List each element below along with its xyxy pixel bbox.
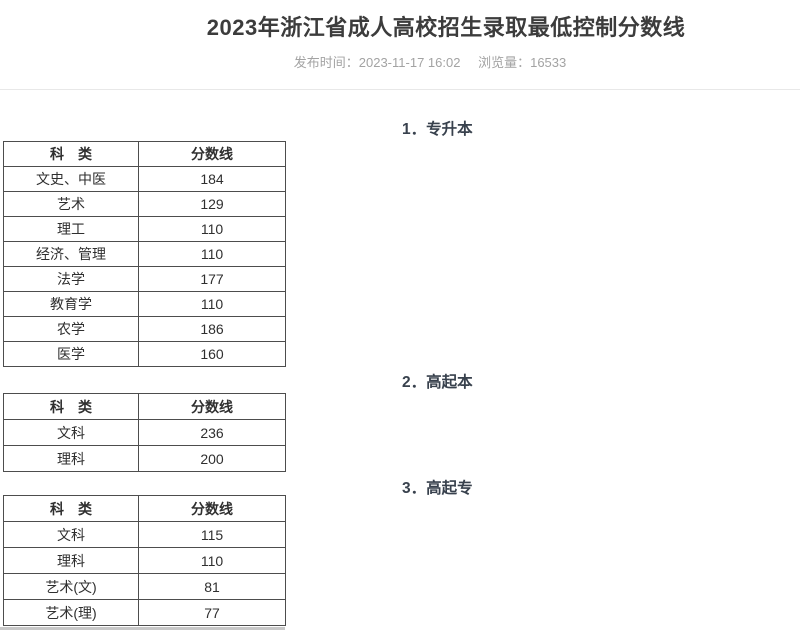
category-cell: 农学 [3,316,139,342]
score-cell: 186 [138,316,286,342]
table-row: 文科 115 [3,521,286,548]
score-table-gaoqizhuan: 科 类 分数线 文科 115 理科 110 艺术(文) 81 艺术(理) 77 [3,495,286,626]
category-cell: 文史、中医 [3,166,139,192]
category-cell: 理工 [3,216,139,242]
table-row: 理科 110 [3,547,286,574]
category-cell: 文科 [3,419,139,446]
category-cell: 教育学 [3,291,139,317]
column-header-scoreline: 分数线 [138,495,286,522]
table-header-row: 科 类 分数线 [3,495,286,522]
table-row: 医学 160 [3,341,286,367]
table-bottom-shadow [0,627,285,630]
view-count-value: 16533 [530,55,567,70]
score-cell: 77 [138,599,286,626]
publish-time-value: 2023-11-17 16:02 [358,55,461,70]
article-meta: 发布时间：2023-11-17 16:02 浏览量：16533 [294,52,567,71]
score-cell: 129 [138,191,286,217]
section-heading-zhuanshengben: 1．专升本 [402,121,473,138]
score-cell: 160 [138,341,286,367]
category-cell: 经济、管理 [3,241,139,267]
category-cell: 医学 [3,341,139,367]
score-cell: 184 [138,166,286,192]
score-cell: 110 [138,216,286,242]
view-count: 浏览量：16533 [478,55,566,70]
category-cell: 艺术(文) [3,573,139,600]
category-cell: 文科 [3,521,139,548]
score-cell: 110 [138,241,286,267]
table-row: 教育学 110 [3,291,286,317]
publish-time-label: 发布时间： [293,55,359,70]
table-row: 经济、管理 110 [3,241,286,267]
section-heading-gaoqizhuan: 3．高起专 [402,480,473,497]
column-header-category: 科 类 [3,495,139,522]
score-cell: 177 [138,266,286,292]
table-row: 文史、中医 184 [3,166,286,192]
table-header-row: 科 类 分数线 [3,141,286,167]
table-row: 法学 177 [3,266,286,292]
column-header-scoreline: 分数线 [138,393,286,420]
category-cell: 理科 [3,445,139,472]
category-cell: 艺术(理) [3,599,139,626]
column-header-category: 科 类 [3,393,139,420]
column-header-category: 科 类 [3,141,139,167]
page-title: 2023年浙江省成人高校招生录取最低控制分数线 [206,15,686,40]
column-header-scoreline: 分数线 [138,141,286,167]
category-cell: 艺术 [3,191,139,217]
header-divider [0,89,800,90]
score-cell: 115 [138,521,286,548]
section-heading-gaoqiben: 2．高起本 [402,374,473,391]
view-count-label: 浏览量： [478,55,531,70]
score-cell: 81 [138,573,286,600]
score-cell: 110 [138,547,286,574]
table-header-row: 科 类 分数线 [3,393,286,420]
table-row: 艺术(理) 77 [3,599,286,626]
table-row: 农学 186 [3,316,286,342]
table-row: 文科 236 [3,419,286,446]
score-cell: 200 [138,445,286,472]
score-cell: 110 [138,291,286,317]
publish-time: 发布时间：2023-11-17 16:02 [294,55,461,70]
category-cell: 理科 [3,547,139,574]
score-table-gaoqiben: 科 类 分数线 文科 236 理科 200 [3,393,286,472]
score-table-zhuanshengben: 科 类 分数线 文史、中医 184 艺术 129 理工 110 经济、管理 11… [3,141,286,367]
table-row: 艺术 129 [3,191,286,217]
table-row: 理工 110 [3,216,286,242]
table-row: 艺术(文) 81 [3,573,286,600]
category-cell: 法学 [3,266,139,292]
score-cell: 236 [138,419,286,446]
table-row: 理科 200 [3,445,286,472]
